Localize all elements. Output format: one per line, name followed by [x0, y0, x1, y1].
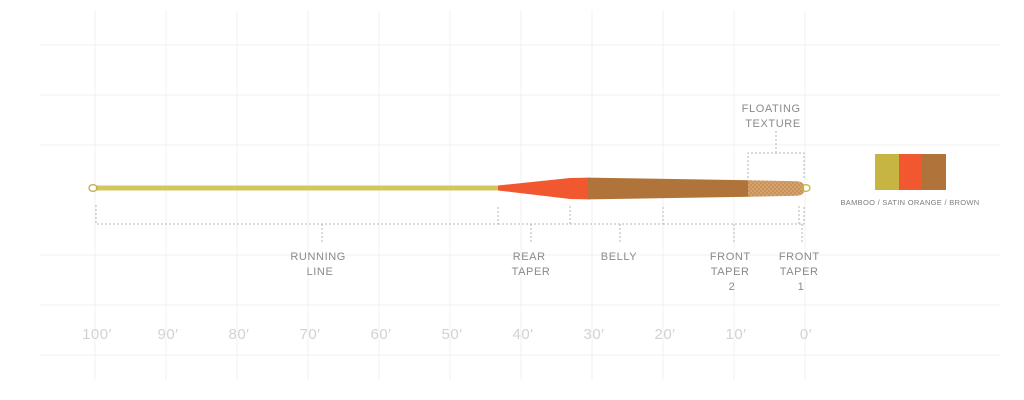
scale-tick-100: 100′ [82, 326, 112, 343]
rear-taper-line-1: REAR [513, 251, 546, 263]
front-taper-1-line-2: TAPER [780, 266, 819, 278]
floating-texture-line-1: FLOATING [742, 103, 801, 115]
floating-texture-label: FLOATING TEXTURE [742, 103, 805, 130]
front-taper-1-line-3: 1 [798, 281, 805, 293]
length-scale: 100′ 90′ 80′ 70′ 60′ 50′ 40′ 30′ 20′ 10′… [82, 326, 812, 343]
section-label-rear-taper: REAR TAPER [512, 251, 551, 278]
rear-taper-segment [498, 177, 590, 200]
front-taper-2-line-1: FRONT [710, 251, 751, 263]
color-swatch: BAMBOO / SATIN ORANGE / BROWN [841, 154, 980, 207]
belly-segment [588, 177, 750, 200]
scale-tick-40: 40′ [513, 326, 534, 343]
scale-tick-0: 0′ [800, 326, 812, 343]
running-line-loop [88, 183, 98, 193]
scale-tick-70: 70′ [300, 326, 321, 343]
floating-texture-line-2: TEXTURE [745, 118, 801, 130]
swatch-brown [922, 154, 946, 190]
background-grid [40, 10, 1000, 380]
front-taper-1-line-1: FRONT [779, 251, 820, 263]
rear-taper-line-2: TAPER [512, 266, 551, 278]
swatch-bamboo [875, 154, 899, 190]
scale-tick-80: 80′ [229, 326, 250, 343]
scale-tick-20: 20′ [655, 326, 676, 343]
front-loop [801, 183, 811, 193]
scale-tick-30: 30′ [584, 326, 605, 343]
swatch-satin-orange [899, 154, 922, 190]
scale-tick-50: 50′ [442, 326, 463, 343]
fly-line [88, 177, 811, 200]
section-label-front-taper-1: FRONT TAPER 1 [779, 251, 823, 293]
running-line-line-1: RUNNING [290, 251, 346, 263]
front-taper-2-line-2: TAPER [711, 266, 750, 278]
belly-line-1: BELLY [601, 251, 637, 263]
running-line-segment [96, 185, 500, 191]
running-line-line-2: LINE [307, 266, 334, 278]
front-taper-2-line-3: 2 [729, 281, 736, 293]
section-brackets [95, 205, 805, 244]
front-taper-textured-segment [748, 180, 804, 197]
section-label-front-taper-2: FRONT TAPER 2 [710, 251, 754, 293]
swatch-color-label: BAMBOO / SATIN ORANGE / BROWN [841, 198, 980, 207]
scale-tick-90: 90′ [158, 326, 179, 343]
scale-tick-60: 60′ [371, 326, 392, 343]
floating-texture-bracket [747, 130, 805, 178]
section-label-belly: BELLY [601, 251, 637, 263]
section-label-running-line: RUNNING LINE [290, 251, 349, 278]
scale-tick-10: 10′ [726, 326, 747, 343]
